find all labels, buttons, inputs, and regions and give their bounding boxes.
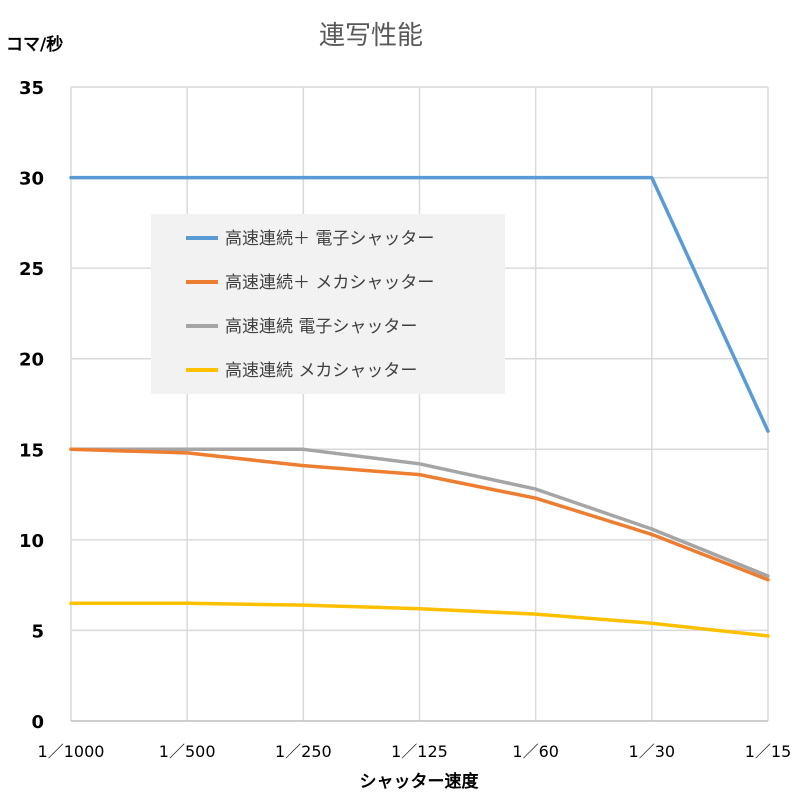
x-tick-label: 1／250: [275, 742, 332, 761]
chart-title: 連写性能: [319, 21, 423, 51]
x-axis-label: シャッター速度: [360, 771, 480, 792]
y-tick-label: 20: [19, 350, 44, 371]
tick-labels: 0 5 10 15 20 25 30 35 1／1000 1／500 1／250 1／125 1／60 1…: [19, 78, 791, 761]
x-tick-label: 1／60: [512, 742, 559, 761]
y-tick-label: 30: [19, 169, 44, 190]
legend-label: 高速連続 電子シャッター: [225, 317, 417, 337]
y-tick-label: 15: [19, 440, 44, 461]
series-line-3: [69, 447, 770, 578]
x-tick-label: 1／30: [629, 742, 676, 761]
x-tick-label: 1／125: [391, 742, 448, 761]
series-line-4: [69, 601, 770, 638]
legend-label: 高速連続＋ メカシャッター: [225, 273, 434, 293]
x-tick-label: 1／500: [159, 742, 216, 761]
y-tick-label: 5: [31, 621, 44, 642]
y-tick-label: 10: [19, 531, 44, 552]
y-tick-label: 35: [19, 78, 44, 99]
x-tick-label: 1／1000: [38, 742, 105, 761]
series-line-2: [69, 447, 770, 582]
y-tick-label: 0: [31, 712, 44, 733]
legend-box: [151, 214, 505, 394]
y-tick-label: 25: [19, 259, 44, 280]
series-line-1: [69, 175, 770, 433]
x-tick-label: 1／15: [745, 742, 792, 761]
series-lines: [69, 175, 770, 638]
legend-label: 高速連続 メカシャッター: [225, 361, 417, 381]
legend-label: 高速連続＋ 電子シャッター: [225, 229, 434, 249]
y-axis-label: コマ/秒: [6, 34, 63, 55]
